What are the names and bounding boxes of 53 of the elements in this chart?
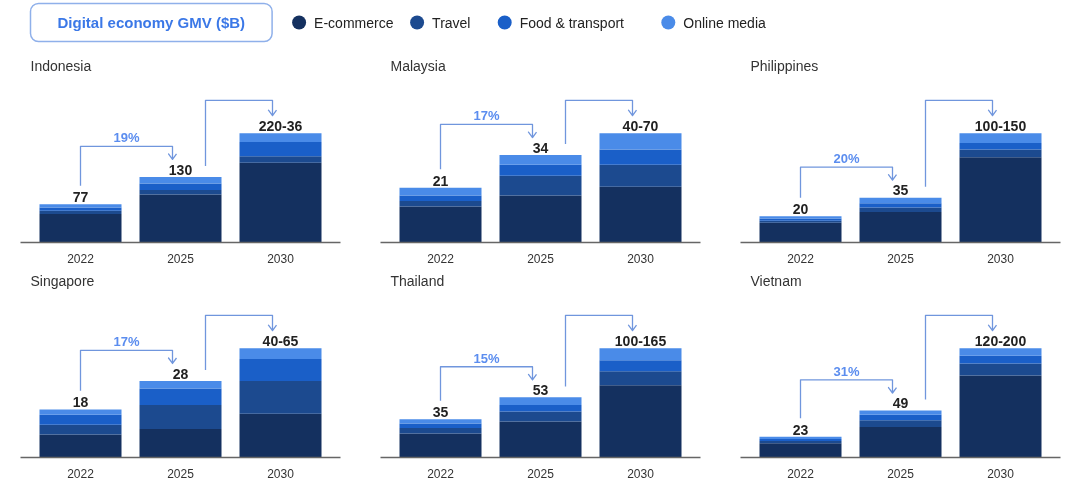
- x-tick-label: 2030: [987, 251, 1015, 266]
- annotation: 19%: [113, 130, 140, 146]
- x-tick-label: 2022: [787, 251, 815, 266]
- legend-label: Food & transport: [519, 14, 625, 31]
- x-tick-label: 2025: [887, 466, 915, 481]
- annotation: 17%: [113, 334, 140, 350]
- x-tick-label: 2022: [427, 466, 455, 481]
- annotation: 21: [432, 172, 449, 189]
- chart-title: Thailand: [390, 272, 445, 289]
- x-tick-label: 2022: [67, 466, 95, 481]
- x-tick-label: 2022: [67, 251, 95, 266]
- x-tick-label: 2030: [627, 251, 655, 266]
- annotation: 130: [168, 161, 193, 178]
- annotation: 28: [172, 365, 189, 382]
- legend-label: E-commerce: [314, 14, 394, 31]
- chart-title: Singapore: [30, 272, 95, 289]
- annotation: 100-150: [974, 117, 1027, 134]
- annotation: 100-165: [614, 332, 667, 349]
- x-tick-label: 2030: [267, 251, 295, 266]
- x-tick-label: 2025: [527, 466, 555, 481]
- annotation: 53: [532, 382, 549, 399]
- x-tick-label: 2025: [527, 251, 555, 266]
- annotation: 20%: [833, 150, 860, 166]
- chart-title: Philippines: [750, 57, 819, 74]
- x-tick-label: 2025: [167, 466, 195, 481]
- legend-title: Digital economy GMV ($B): [57, 14, 246, 31]
- x-tick-label: 2025: [167, 251, 195, 266]
- x-tick-label: 2022: [427, 251, 455, 266]
- chart-title: Vietnam: [750, 272, 802, 289]
- annotation: 23: [792, 421, 809, 438]
- x-tick-label: 2030: [267, 466, 295, 481]
- legend-label: Travel: [432, 14, 471, 31]
- annotation: 40-65: [262, 332, 299, 349]
- annotation: 220-36: [258, 117, 303, 134]
- legend-label: Online media: [683, 14, 766, 31]
- annotation: 15%: [473, 350, 500, 366]
- annotation: 49: [892, 395, 909, 412]
- x-tick-label: 2025: [887, 251, 915, 266]
- annotation: 77: [72, 189, 89, 206]
- annotation: 20: [792, 201, 809, 218]
- annotation: 31%: [833, 363, 860, 379]
- chart-title: Malaysia: [390, 57, 446, 74]
- annotation: 18: [72, 394, 89, 411]
- text: 17%: [473, 108, 500, 124]
- annotation: 40-70: [622, 117, 659, 134]
- x-tick-label: 2022: [787, 466, 815, 481]
- annotation: 34: [532, 139, 549, 156]
- chart-title: Indonesia: [30, 57, 92, 74]
- annotation: 120-200: [974, 332, 1027, 349]
- x-tick-label: 2030: [987, 466, 1015, 481]
- annotation: 35: [892, 182, 909, 199]
- annotation: 35: [432, 404, 449, 421]
- x-tick-label: 2030: [627, 466, 655, 481]
